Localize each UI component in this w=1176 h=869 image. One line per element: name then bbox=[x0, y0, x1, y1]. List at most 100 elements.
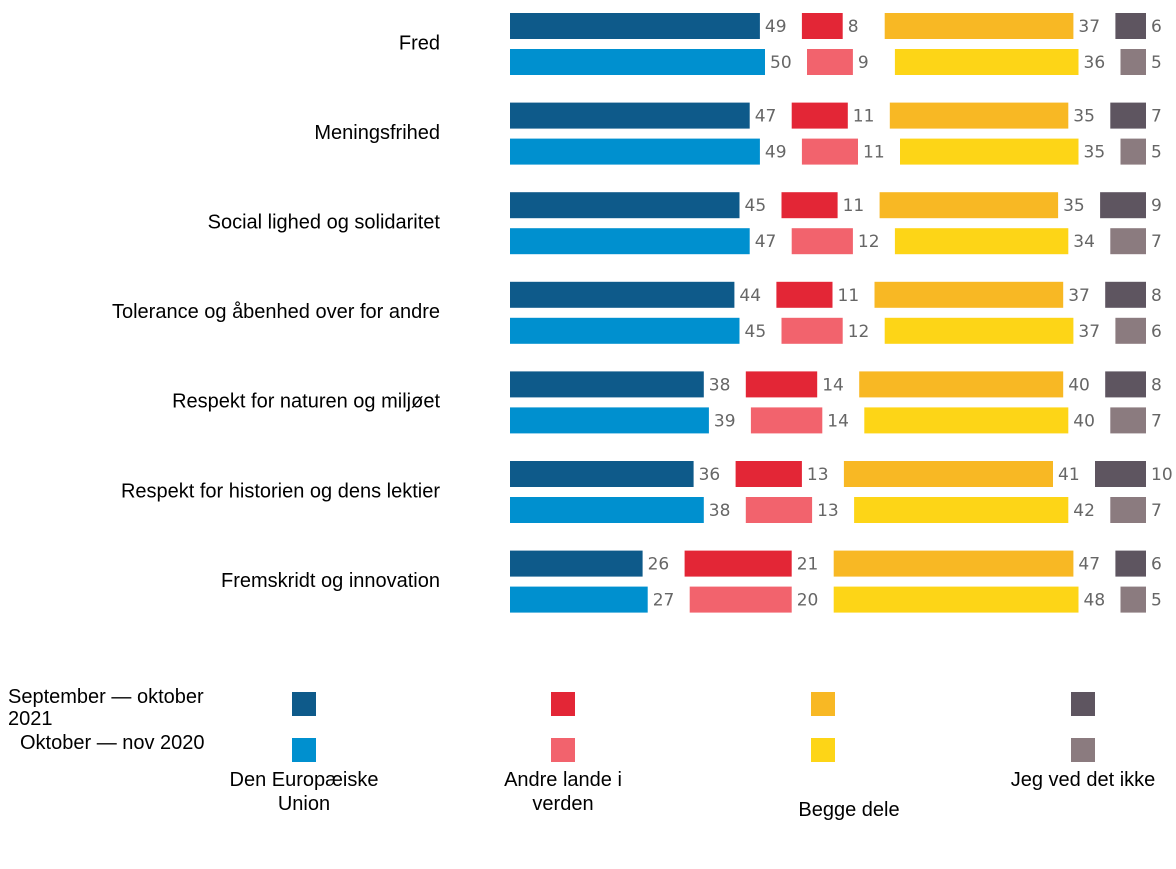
value-label: 50 bbox=[770, 53, 792, 73]
value-label: 11 bbox=[853, 107, 875, 127]
legend-swatch bbox=[1071, 692, 1095, 716]
bar-segment bbox=[1120, 49, 1146, 75]
legend-period: September — oktober 2021 bbox=[8, 686, 204, 730]
bar-segment bbox=[864, 407, 1069, 434]
bar-segment bbox=[510, 49, 765, 75]
legend-swatch bbox=[1071, 738, 1095, 762]
value-label: 13 bbox=[817, 501, 839, 521]
value-label: 14 bbox=[827, 411, 849, 431]
value-label: 47 bbox=[1078, 555, 1100, 575]
bar-segment bbox=[1110, 407, 1146, 434]
bar-segment bbox=[843, 461, 1053, 487]
value-label: 47 bbox=[755, 107, 777, 127]
value-label: 14 bbox=[822, 375, 844, 395]
bar-segment bbox=[894, 228, 1069, 255]
value-label: 11 bbox=[863, 143, 885, 163]
value-label: 5 bbox=[1151, 53, 1162, 73]
value-label: 8 bbox=[848, 17, 859, 37]
value-label: 13 bbox=[807, 465, 829, 485]
bar-segment bbox=[510, 281, 735, 308]
bar-segment bbox=[1115, 550, 1146, 577]
bar-segment bbox=[781, 192, 838, 219]
bar-segment bbox=[859, 371, 1064, 398]
bar-segment bbox=[745, 497, 813, 523]
value-label: 6 bbox=[1151, 555, 1162, 575]
value-label: 27 bbox=[653, 591, 675, 611]
value-label: 7 bbox=[1151, 232, 1162, 252]
value-label: 7 bbox=[1151, 107, 1162, 127]
bar-segment bbox=[750, 407, 823, 434]
bar-segment bbox=[510, 317, 740, 344]
bar-segment bbox=[791, 102, 848, 129]
category-label: Fred bbox=[399, 32, 440, 54]
bar-segment bbox=[1100, 192, 1146, 219]
bar-segment bbox=[735, 461, 802, 487]
bar-segment bbox=[884, 13, 1074, 39]
value-label: 34 bbox=[1073, 232, 1095, 252]
bar-segment bbox=[1105, 281, 1146, 308]
legend-segment: Jeg ved det ikke bbox=[1010, 769, 1156, 791]
bar-segment bbox=[510, 497, 704, 523]
category-label: Meningsfrihed bbox=[314, 122, 440, 144]
value-label: 47 bbox=[755, 232, 777, 252]
value-label: 49 bbox=[765, 143, 787, 163]
category-label: Social lighed og solidaritet bbox=[208, 211, 441, 233]
value-label: 26 bbox=[648, 555, 670, 575]
bar-segment bbox=[1120, 586, 1146, 613]
bar-segment bbox=[510, 13, 760, 39]
bar-segment bbox=[1110, 497, 1146, 523]
bar-segment bbox=[1110, 102, 1146, 129]
bar-segment bbox=[874, 281, 1064, 308]
value-label: 37 bbox=[1078, 17, 1100, 37]
legend-swatch bbox=[811, 692, 835, 716]
bar-segment bbox=[745, 371, 818, 398]
value-label: 9 bbox=[858, 53, 869, 73]
value-label: 7 bbox=[1151, 411, 1162, 431]
legend-swatch bbox=[292, 692, 316, 716]
bar-segment bbox=[791, 228, 853, 255]
bar-segment bbox=[1095, 461, 1146, 487]
bar-segment bbox=[684, 550, 792, 577]
legend-segment: Begge dele bbox=[798, 799, 900, 821]
value-label: 9 bbox=[1151, 196, 1162, 216]
bar-segment bbox=[776, 281, 833, 308]
value-label: 8 bbox=[1151, 286, 1162, 306]
bar-segment bbox=[801, 138, 858, 165]
bar-segment bbox=[510, 586, 648, 613]
value-label: 36 bbox=[1084, 53, 1106, 73]
value-label: 39 bbox=[714, 411, 736, 431]
legend-swatch bbox=[811, 738, 835, 762]
bar-segment bbox=[510, 461, 694, 487]
legend-swatch bbox=[292, 738, 316, 762]
value-label: 35 bbox=[1073, 107, 1095, 127]
bar-segment bbox=[1105, 371, 1146, 398]
value-label: 40 bbox=[1068, 375, 1090, 395]
category-label: Tolerance og åbenhed over for andre bbox=[112, 301, 440, 323]
bar-segment bbox=[689, 586, 792, 613]
bar-segment bbox=[510, 138, 760, 165]
bar-segment bbox=[801, 13, 843, 39]
bar-segment bbox=[510, 407, 709, 434]
bar-segment bbox=[889, 102, 1069, 129]
value-label: 45 bbox=[745, 322, 767, 342]
value-label: 42 bbox=[1073, 501, 1095, 521]
bar-segment bbox=[510, 102, 750, 129]
value-label: 8 bbox=[1151, 375, 1162, 395]
bar-segment bbox=[879, 192, 1059, 219]
bar-segment bbox=[510, 371, 704, 398]
value-label: 21 bbox=[797, 555, 819, 575]
bar-segment bbox=[510, 228, 750, 255]
value-label: 41 bbox=[1058, 465, 1080, 485]
category-label: Fremskridt og innovation bbox=[221, 570, 440, 592]
value-label: 12 bbox=[858, 232, 880, 252]
value-label: 35 bbox=[1063, 196, 1085, 216]
bar-segment bbox=[833, 586, 1079, 613]
bar-segment bbox=[1110, 228, 1146, 255]
value-label: 11 bbox=[843, 196, 865, 216]
bar-segment bbox=[854, 497, 1069, 523]
value-label: 38 bbox=[709, 375, 731, 395]
value-label: 37 bbox=[1068, 286, 1090, 306]
legend-segment: Den Europæiske Union bbox=[229, 769, 379, 815]
legend-period: Oktober — nov 2020 bbox=[20, 732, 205, 754]
